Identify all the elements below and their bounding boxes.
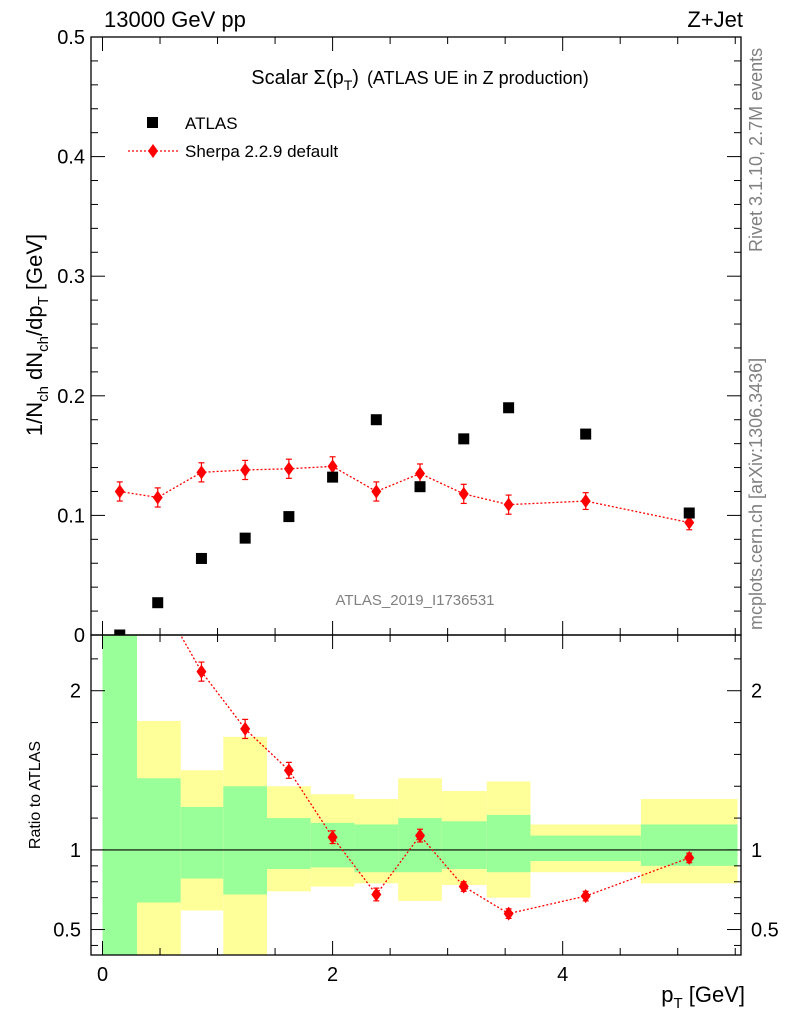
legend-marker-sherpa [148, 144, 158, 158]
sherpa-point [684, 515, 695, 530]
main-plot-panel: Scalar Σ(pT) (ATLAS UE in Z production) 1… [22, 67, 589, 609]
x-axis-label: pT [GeV] [661, 982, 745, 1012]
side-label-bottom: mcplots.cern.ch [arXiv:1306.3436] [746, 358, 766, 630]
ratio-point [458, 879, 469, 894]
xlabel-unit: [GeV] [683, 982, 745, 1007]
ratio-point [580, 889, 591, 904]
sherpa-point [114, 484, 125, 499]
ylabel-sub1: ch [35, 386, 52, 402]
uncertainty-band-inner [486, 814, 531, 873]
atlas-point [370, 414, 382, 426]
ylabel-mid: dN [22, 352, 47, 386]
sherpa-point [152, 490, 163, 505]
sherpa-point [415, 466, 426, 481]
xlabel-main: p [661, 982, 673, 1007]
sherpa-point [580, 494, 591, 509]
uncertainty-band-inner [223, 786, 268, 895]
ratio-point [283, 763, 294, 778]
sherpa-point [503, 497, 514, 512]
header-right: Z+Jet [687, 7, 743, 32]
header-left: 13000 GeV pp [104, 7, 246, 32]
y-tick-label: 0 [74, 625, 85, 647]
legend: ATLAS Sherpa 2.2.9 default [128, 114, 338, 161]
sherpa-point [327, 459, 338, 474]
sherpa-point [240, 462, 251, 477]
atlas-point [195, 552, 207, 564]
uncertainty-band-inner [137, 778, 181, 903]
atlas-point [683, 507, 695, 519]
ratio-point [327, 830, 338, 845]
ratio-point [371, 887, 382, 902]
sherpa-point [371, 484, 382, 499]
xlabel-sub: T [673, 995, 682, 1012]
ratio-y-tick-label-right: 1 [751, 840, 762, 862]
chart-title: Scalar Σ(pT) (ATLAS UE in Z production) [251, 67, 588, 93]
title-paren: (ATLAS UE in Z production) [367, 68, 589, 88]
legend-label-atlas: ATLAS [185, 114, 238, 133]
y-tick-label: 0.1 [57, 505, 85, 527]
uncertainty-band-inner [102, 635, 138, 955]
ratio-plot-area [91, 635, 741, 955]
atlas-point [327, 471, 339, 483]
ratio-y-axis-label: Ratio to ATLAS [27, 741, 44, 849]
title-main: Scalar [251, 67, 313, 89]
x-tick-label: 4 [557, 964, 568, 986]
title-sigma: Σ(p [314, 67, 344, 89]
atlas-point [414, 481, 426, 493]
y-axis-label: 1/Nch dNch/dpT [GeV] [22, 234, 52, 436]
ratio-y-tick-label: 0.5 [53, 920, 81, 942]
sherpa-point [458, 486, 469, 501]
uncertainty-band-inner [267, 818, 311, 870]
ylabel-main: 1/N [22, 402, 47, 436]
ratio-y-tick-label: 1 [70, 840, 81, 862]
sherpa-point [283, 461, 294, 476]
y-tick-label: 0.4 [57, 147, 85, 169]
uncertainty-band-inner [180, 806, 224, 879]
atlas-point [152, 597, 164, 609]
ratio-y-tick-label-right: 2 [751, 681, 762, 703]
x-tick-label: 0 [97, 964, 108, 986]
title-close: ) [352, 67, 359, 89]
uncertainty-band-inner [310, 822, 355, 868]
x-tick-label: 2 [327, 964, 338, 986]
atlas-point [503, 402, 515, 414]
ratio-point [196, 664, 207, 679]
uncertainty-band-inner [354, 824, 399, 873]
uncertainty-band-inner [441, 821, 487, 870]
main-plot-area [114, 402, 695, 641]
y-tick-label: 0.3 [57, 266, 85, 288]
ratio-point [503, 906, 514, 921]
y-tick-label: 0.5 [57, 27, 85, 49]
ratio-y-tick-label-right: 0.5 [751, 920, 779, 942]
ratio-y-tick-label: 2 [70, 681, 81, 703]
legend-label-sherpa: Sherpa 2.2.9 default [185, 142, 338, 161]
ylabel-unit: [GeV] [22, 234, 47, 296]
y-tick-label: 0.2 [57, 386, 85, 408]
ylabel-sub2: ch [35, 336, 52, 352]
uncertainty-band-inner [398, 818, 442, 873]
ylabel-sub3: T [35, 296, 52, 305]
uncertainty-band-inner [530, 835, 641, 862]
atlas-point [580, 428, 592, 440]
title-sub: T [344, 77, 353, 93]
ylabel-end: /dp [22, 305, 47, 336]
sherpa-point [196, 465, 207, 480]
sherpa-line [119, 465, 690, 524]
atlas-point [283, 511, 295, 523]
ratio-point [684, 850, 695, 865]
ratio-point [415, 828, 426, 843]
side-label-top: Rivet 3.1.10, 2.7M events [746, 48, 766, 252]
legend-marker-atlas [147, 117, 158, 128]
atlas-point [458, 433, 470, 445]
ratio-point [240, 721, 251, 736]
atlas-point [239, 532, 251, 544]
ratio-frame [90, 634, 742, 956]
watermark: ATLAS_2019_I1736531 [335, 592, 494, 609]
